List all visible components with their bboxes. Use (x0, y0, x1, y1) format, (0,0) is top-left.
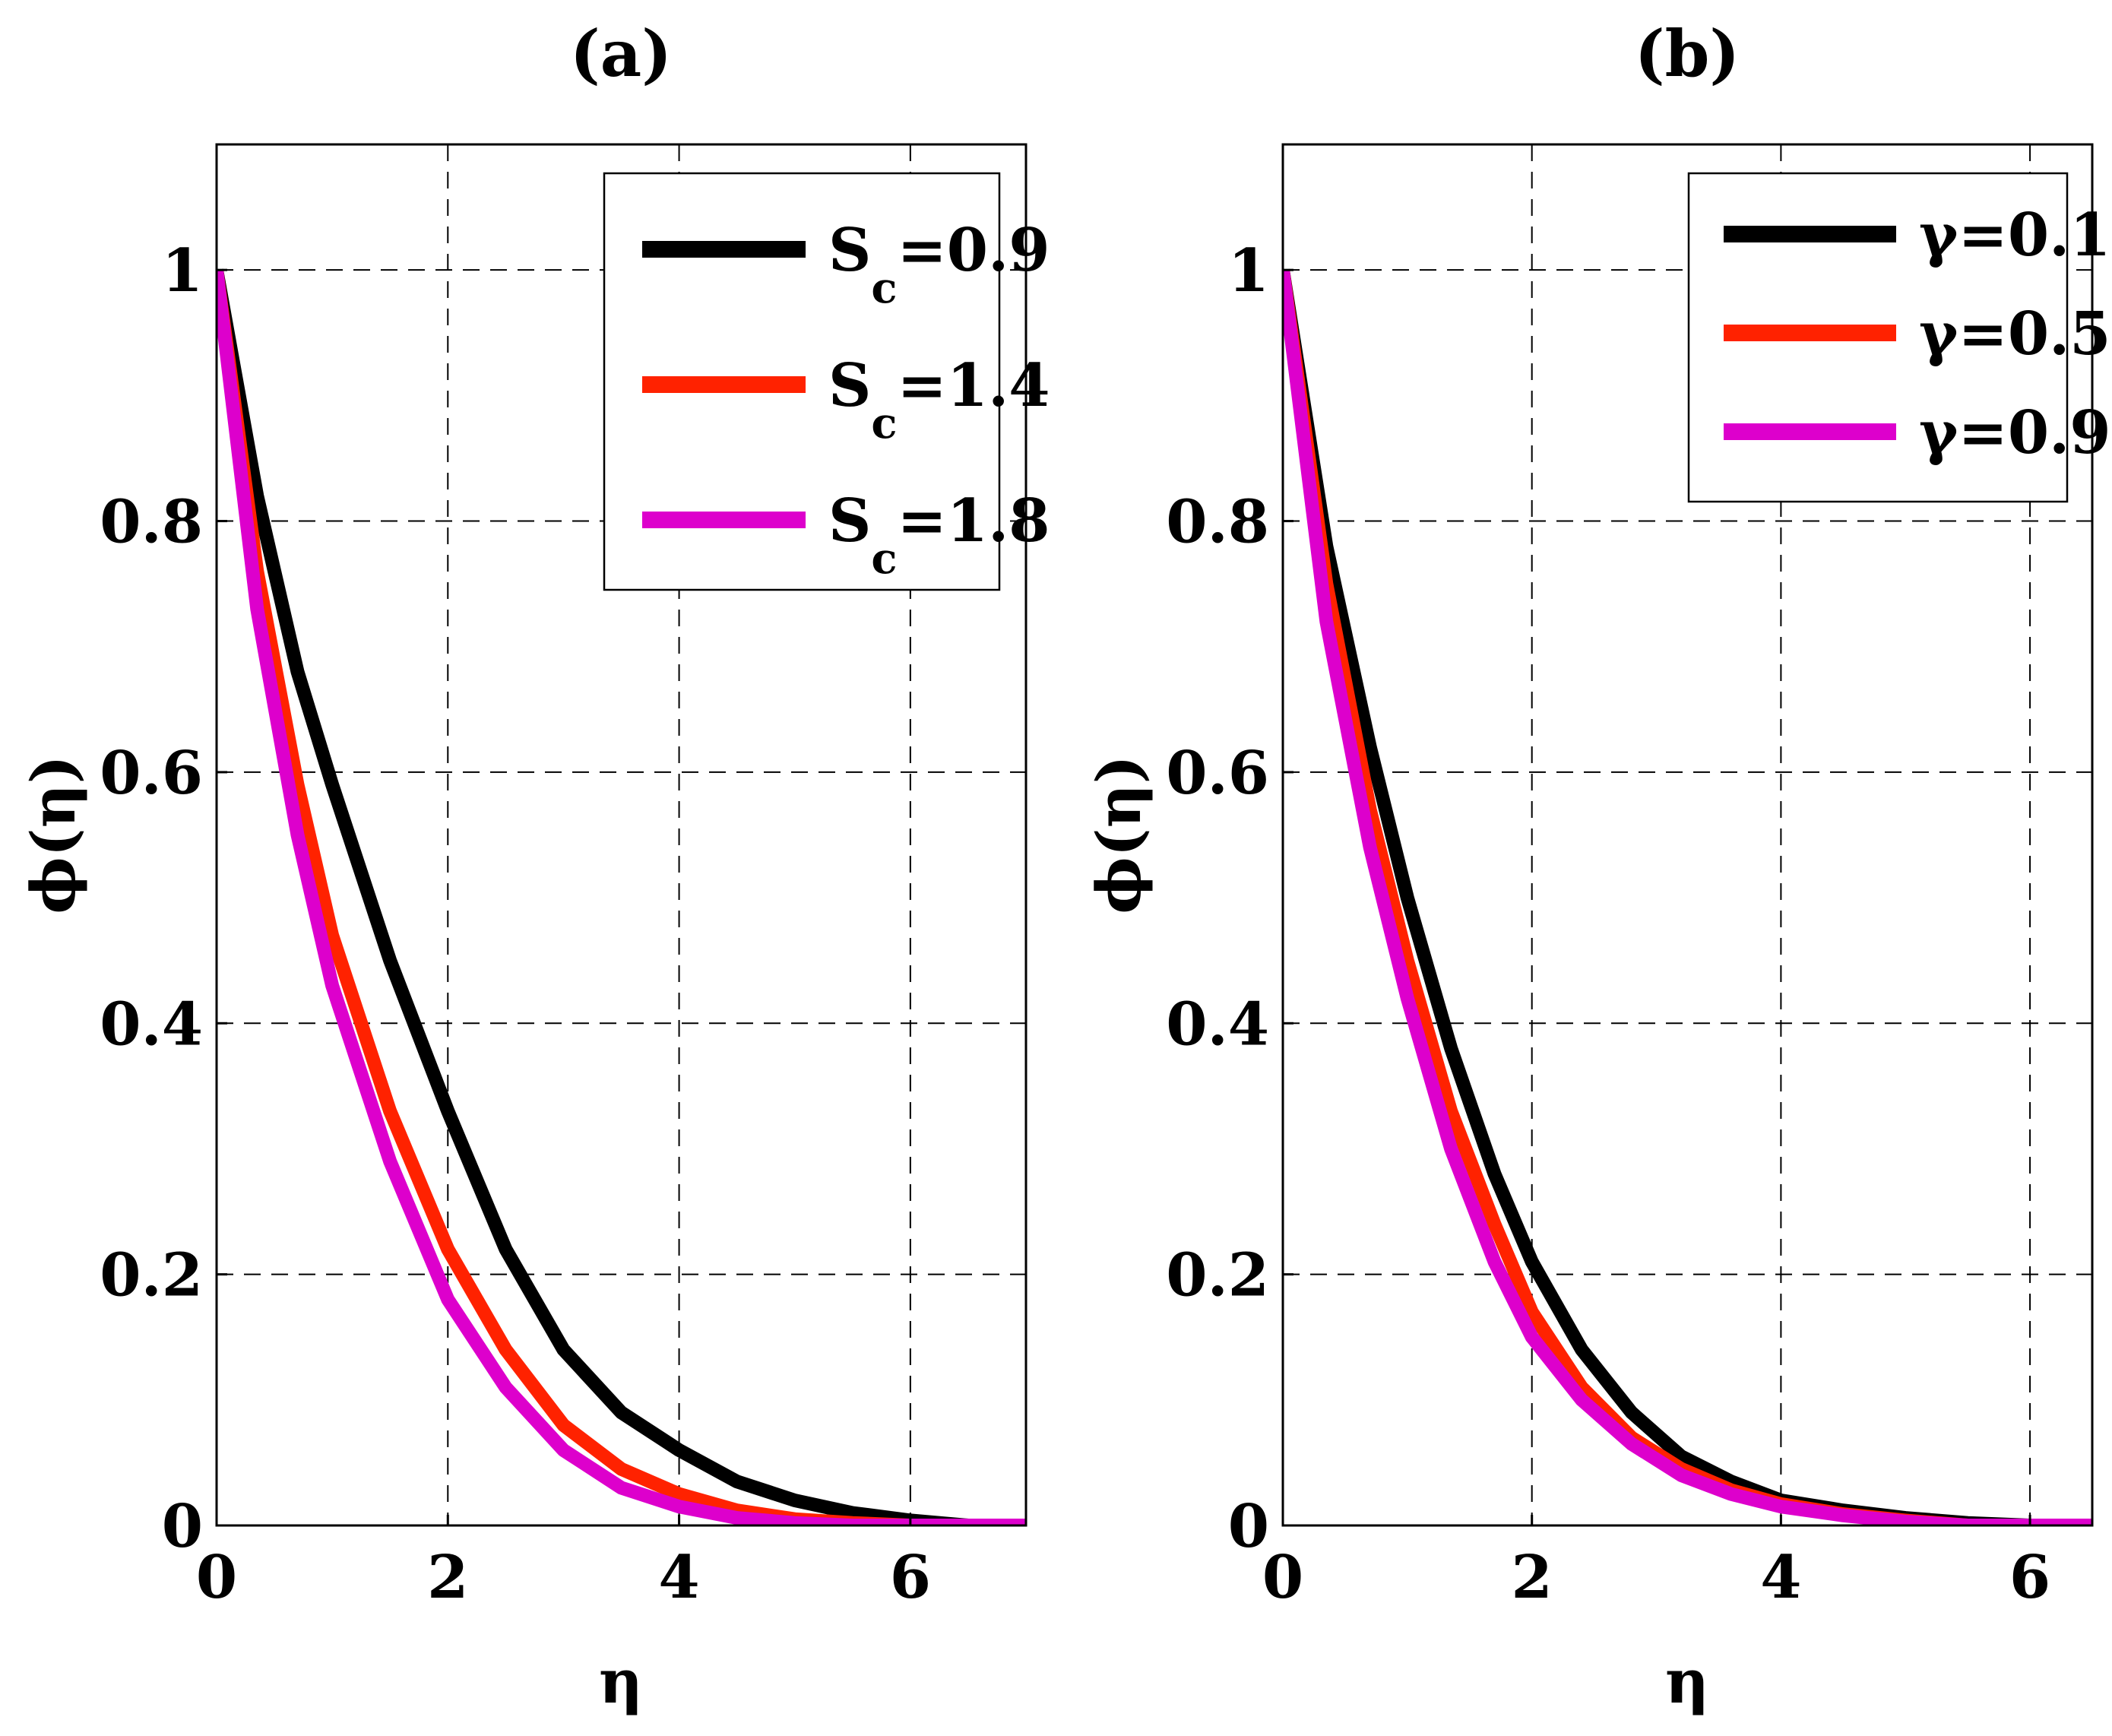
panel-a-ylabel: ϕ(η) (17, 755, 89, 914)
panel-b-xtick-label-3: 6 (2009, 1543, 2050, 1612)
panel-a-legend-label-1: Sc=1.4 (828, 351, 1050, 448)
panel-a: (a) 0 2 4 6 0 0.2 0.4 0.6 0.8 1 η ϕ(η) Sc=0.9 Sc=1… (17, 16, 1050, 1717)
panel-b-ytick-label-1: 0.2 (1166, 1241, 1269, 1310)
panel-a-legend: Sc=0.9 Sc=1.4 Sc=1.8 (603, 172, 1050, 591)
panel-a-series-2 (217, 269, 1026, 1525)
panel-a-ytick-label-0: 0 (162, 1492, 203, 1561)
panel-b-xtick-label-0: 0 (1262, 1543, 1303, 1612)
panel-b-ytick-label-3: 0.6 (1166, 739, 1269, 808)
panel-a-xtick-label-2: 4 (658, 1543, 699, 1612)
panel-a-xlabel: η (599, 1646, 643, 1717)
panel-a-xtick-label-1: 2 (427, 1543, 468, 1612)
panel-a-series-0 (217, 268, 1026, 1525)
panel-b-ytick-label-2: 0.4 (1166, 990, 1269, 1059)
panel-b-legend: γ=0.1 γ=0.5 γ=0.9 (1687, 172, 2111, 503)
panel-b-xlabel: η (1665, 1646, 1709, 1717)
panel-a-ytick-label-5: 1 (162, 236, 203, 306)
panel-a-frame (215, 143, 1028, 1527)
panel-b-ytick-label-4: 0.8 (1166, 488, 1269, 557)
panel-b-ytick-label-0: 0 (1228, 1492, 1269, 1561)
panel-b-ylabel: ϕ(η) (1083, 755, 1154, 914)
panel-b: (b) 0 2 4 6 0 0.2 0.4 0.6 0.8 1 η ϕ(η) γ=0.1 γ=0.5… (1083, 16, 2111, 1717)
panel-b-title: (b) (1635, 16, 1740, 91)
panel-b-legend-label-1: γ=0.5 (1919, 299, 2111, 369)
panel-a-ytick-label-3: 0.6 (100, 739, 203, 808)
panel-a-title: (a) (570, 16, 672, 91)
panel-b-ytick-label-5: 1 (1228, 236, 1269, 306)
panel-b-xtick-label-2: 4 (1760, 1543, 1801, 1612)
panel-b-legend-label-0: γ=0.1 (1919, 201, 2111, 270)
panel-a-legend-label-0: Sc=0.9 (828, 216, 1050, 313)
panel-a-xtick-label-0: 0 (196, 1543, 237, 1612)
panel-b-frame (1281, 143, 2094, 1527)
panel-b-xtick-label-1: 2 (1512, 1543, 1553, 1612)
panel-b-series-2 (1283, 269, 2092, 1525)
panel-b-legend-label-2: γ=0.9 (1919, 398, 2111, 467)
panel-a-ytick-label-4: 0.8 (100, 488, 203, 557)
panel-a-legend-label-2: Sc=1.8 (828, 486, 1050, 584)
panel-a-xtick-label-3: 6 (890, 1543, 931, 1612)
panel-a-ytick-label-1: 0.2 (100, 1241, 203, 1310)
panel-a-ytick-label-2: 0.4 (100, 990, 203, 1059)
